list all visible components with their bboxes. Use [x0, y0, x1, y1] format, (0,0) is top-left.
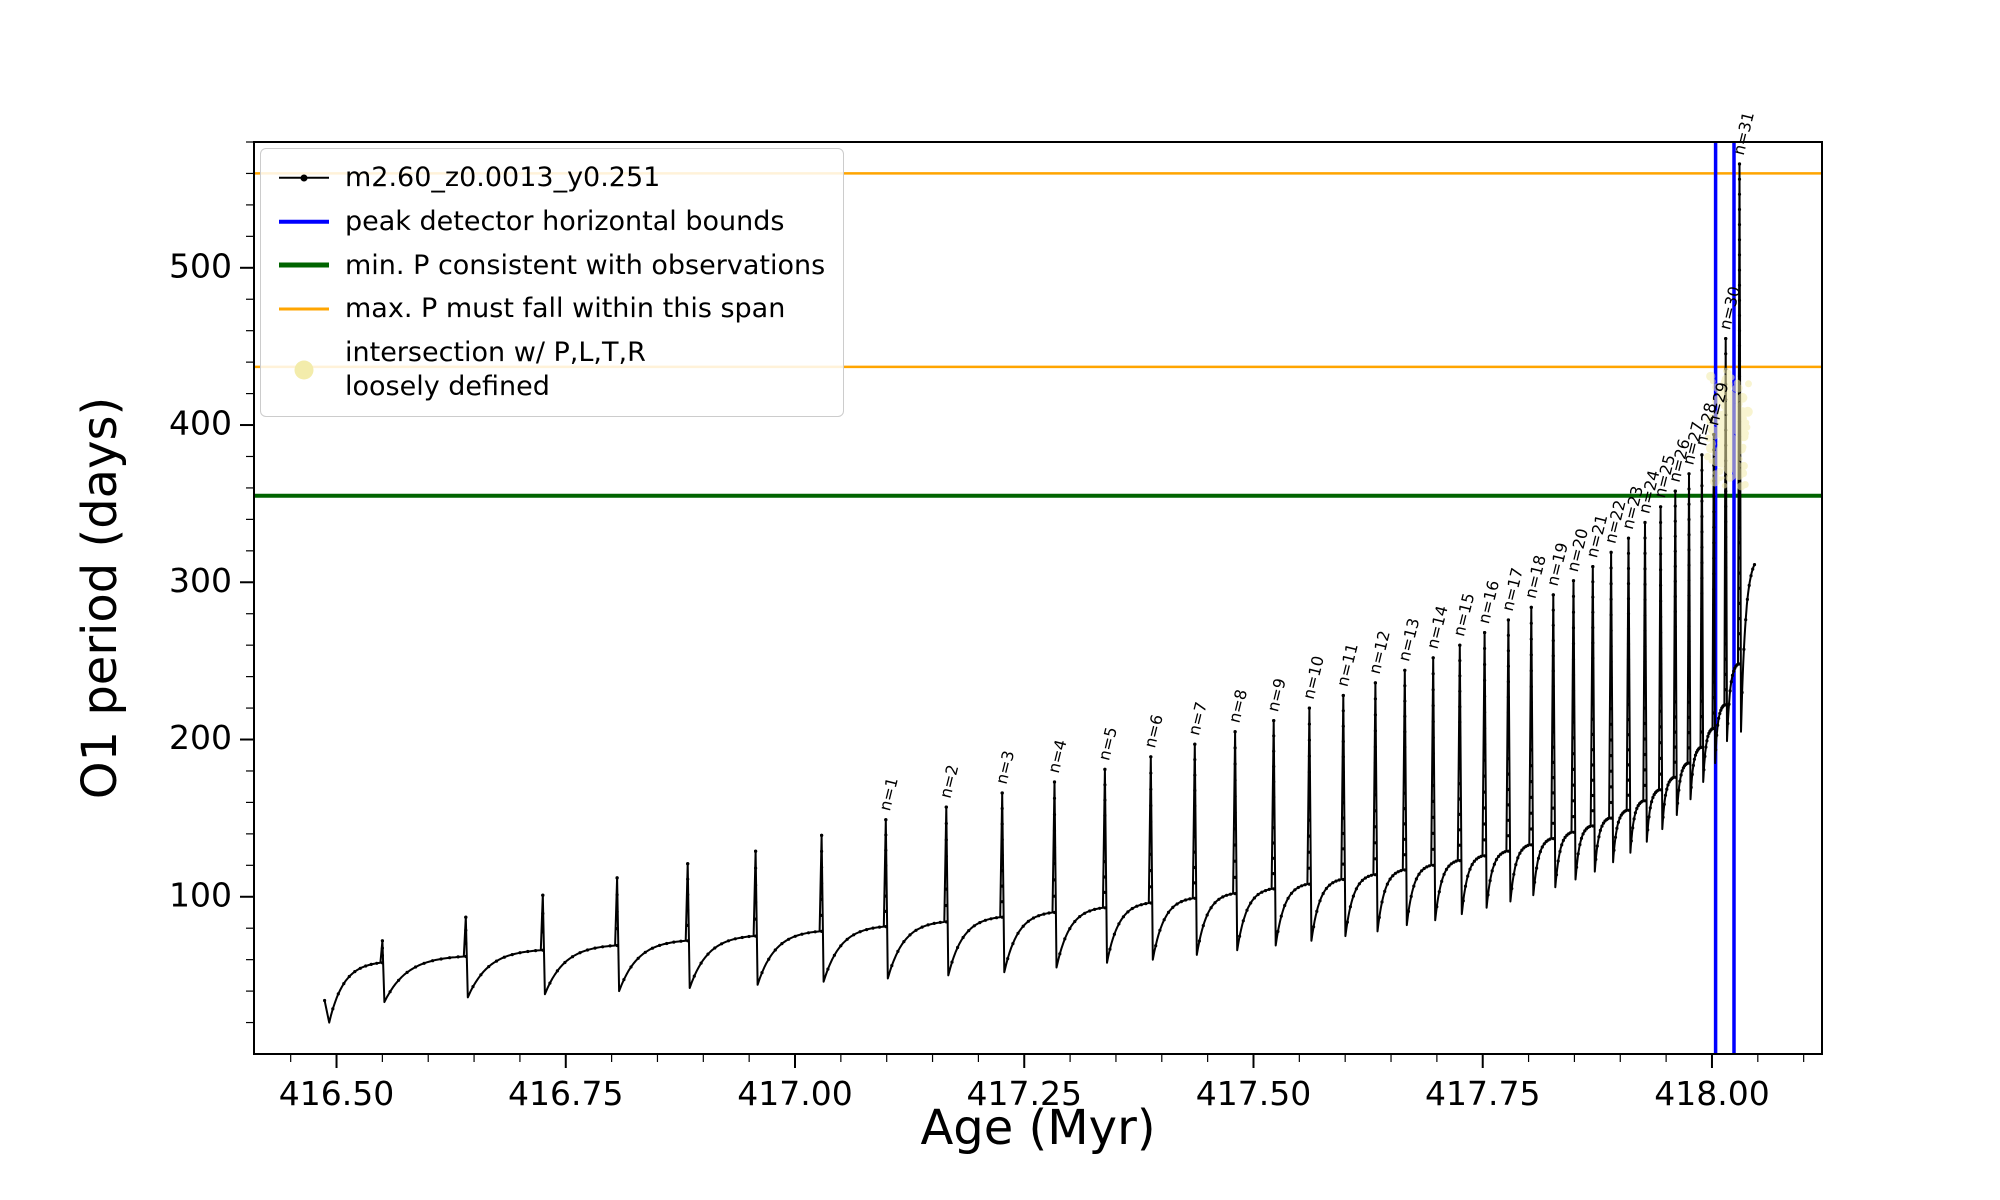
pulse-label: n=5 — [1094, 725, 1121, 762]
y-axis-title: O1 period (days) — [72, 396, 128, 800]
pulse-label: n=14 — [1423, 604, 1452, 651]
pulse-label: n=11 — [1333, 641, 1362, 688]
y-tick-label: 500 — [169, 246, 232, 285]
pulse-label: n=7 — [1184, 700, 1211, 737]
pulse-label: n=6 — [1140, 712, 1167, 749]
legend-label-intersection: intersection w/ P,L,T,R loosely defined — [345, 337, 646, 402]
pulse-label: n=13 — [1394, 616, 1423, 663]
x-tick-label: 417.50 — [1196, 1074, 1311, 1113]
x-axis-title: Age (Myr) — [920, 1100, 1156, 1156]
y-tick-label: 100 — [169, 875, 232, 914]
pulse-label: n=12 — [1365, 629, 1394, 676]
axes-spines — [253, 141, 1823, 1055]
intersection-region — [1703, 367, 1753, 491]
legend-item-series: m2.60_z0.0013_y0.251 — [279, 161, 825, 195]
intersection-dot-swatch — [279, 355, 329, 385]
legend-item-intersection: intersection w/ P,L,T,R loosely defined — [279, 336, 825, 404]
x-tick-label: 418.00 — [1654, 1074, 1769, 1113]
pulse-label: n=2 — [936, 763, 963, 800]
x-tick-label: 417.75 — [1425, 1074, 1540, 1113]
y-tick-label: 400 — [169, 404, 232, 443]
pulse-label: n=9 — [1263, 676, 1290, 713]
orange-line-swatch — [279, 294, 329, 324]
y-tick-label: 200 — [169, 718, 232, 757]
series-m2.60_z0.0013_y0.251 — [323, 162, 1757, 1024]
series-line-swatch — [279, 163, 329, 193]
x-tick-label: 416.50 — [279, 1074, 394, 1113]
legend-label-max-P: max. P must fall within this span — [345, 293, 786, 325]
legend: m2.60_z0.0013_y0.251 peak detector horiz… — [260, 148, 845, 417]
pulse-label: n=1 — [875, 775, 902, 812]
pulse-label: n=4 — [1044, 738, 1071, 775]
pulse-label: n=31 — [1729, 110, 1758, 157]
green-line-swatch — [279, 250, 329, 280]
pulse-label: n=15 — [1449, 591, 1478, 638]
pulse-label: n=10 — [1299, 654, 1328, 701]
x-tick-label: 416.75 — [508, 1074, 623, 1113]
legend-item-min-P: min. P consistent with observations — [279, 249, 825, 283]
blue-line-swatch — [279, 207, 329, 237]
legend-label-peak-bounds: peak detector horizontal bounds — [345, 205, 785, 237]
pulse-label: n=3 — [992, 749, 1019, 786]
legend-item-peak-bounds: peak detector horizontal bounds — [279, 205, 825, 239]
y-tick-label: 300 — [169, 561, 232, 600]
legend-label-series: m2.60_z0.0013_y0.251 — [345, 162, 661, 193]
x-tick-label: 417.00 — [737, 1074, 852, 1113]
pulse-label: n=8 — [1225, 687, 1252, 724]
x-tick-label: 417.25 — [967, 1074, 1082, 1113]
legend-label-min-P: min. P consistent with observations — [345, 249, 826, 281]
legend-item-max-P: max. P must fall within this span — [279, 292, 825, 326]
